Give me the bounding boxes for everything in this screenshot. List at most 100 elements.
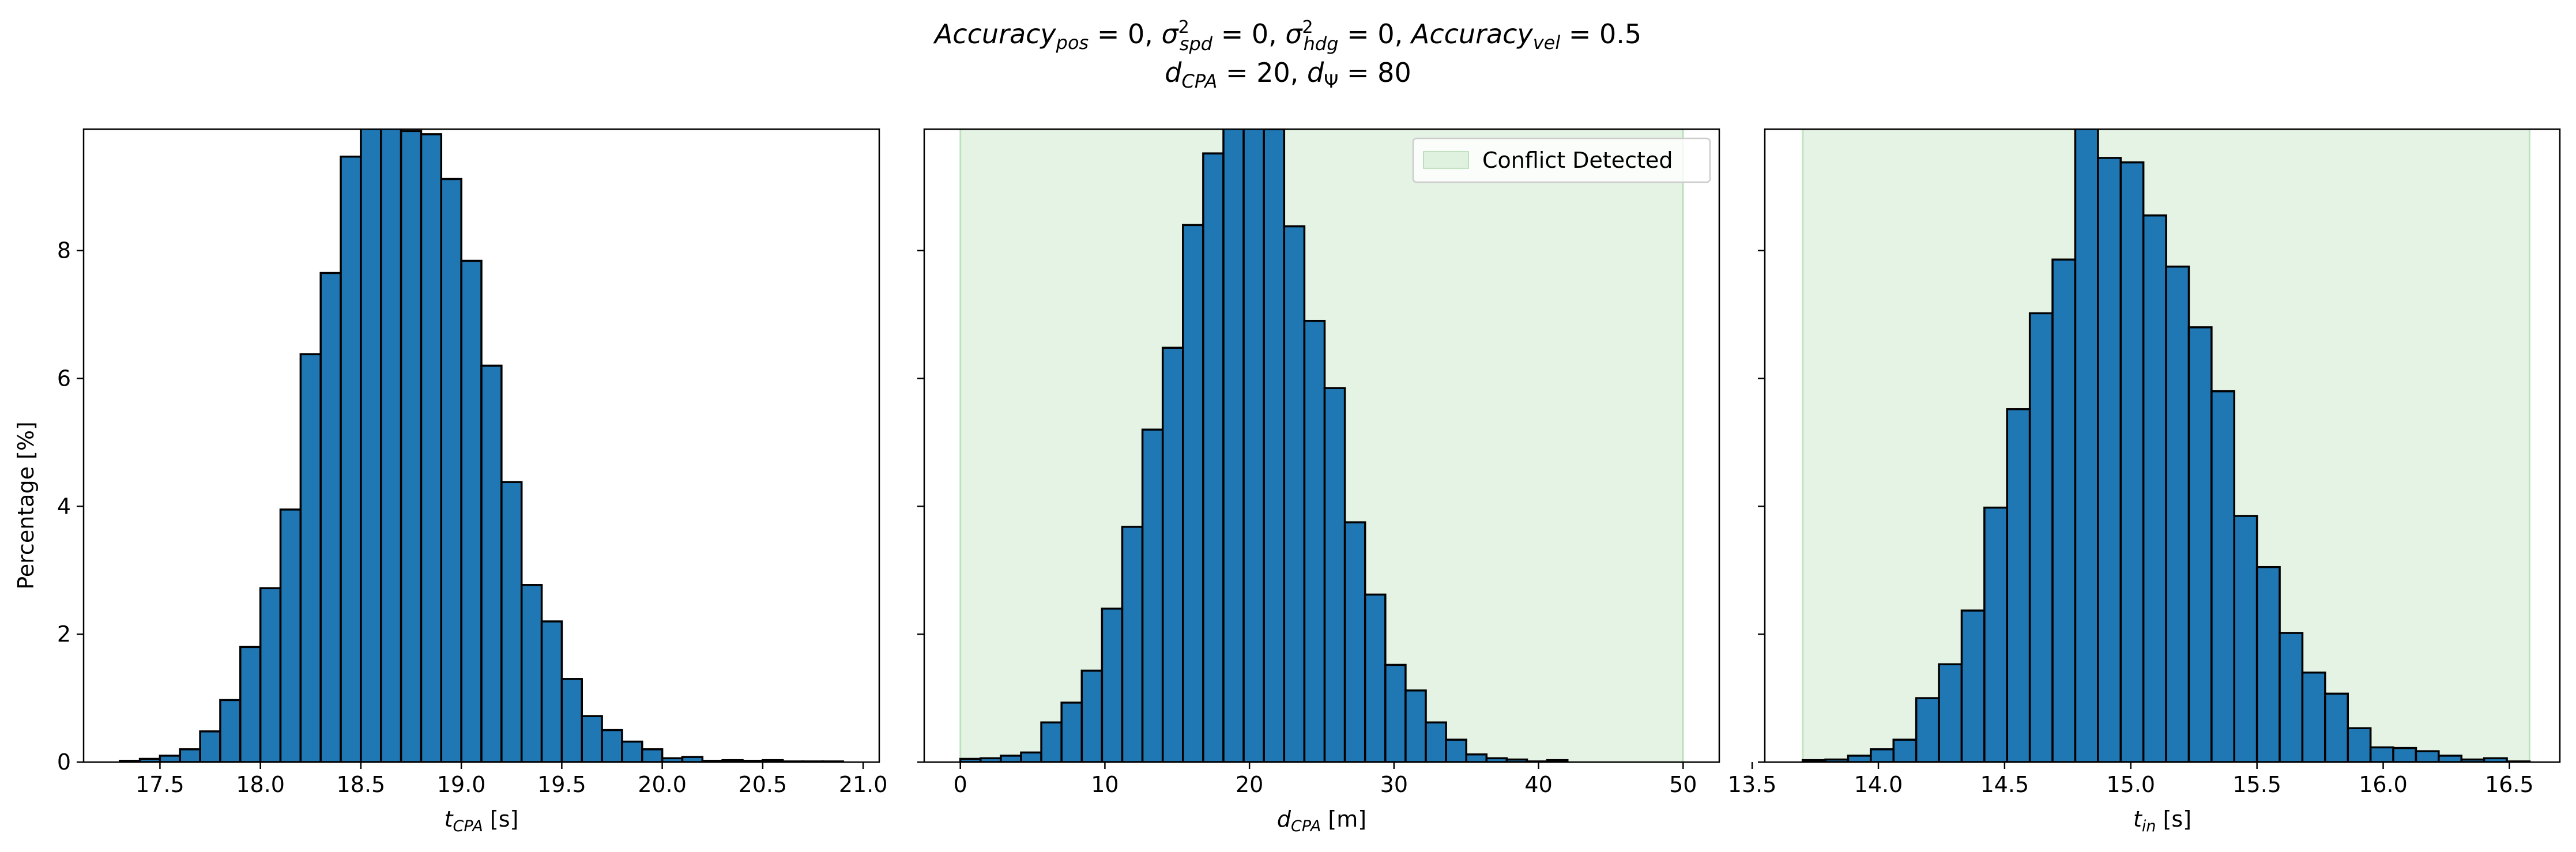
figure-title-line2: dCPA = 20, dΨ = 80 [1165,57,1411,92]
x-tick-label: 14.5 [1980,772,2029,797]
histogram-bar [380,129,402,762]
histogram-bar [1040,721,1063,762]
histogram-bar [560,678,583,762]
title-dpsi-sub: Ψ [1324,70,1338,92]
histogram-bar [179,748,201,762]
x-tick-label: 18.5 [337,772,386,797]
histogram-bar [1870,748,1895,762]
axes-frame-dcpa [923,128,1720,763]
histogram-bar [420,133,443,762]
x-tick-label: 30 [1380,772,1408,797]
histogram-bar [1404,689,1427,762]
histogram-bar [2210,390,2236,762]
y-tick-label: 4 [57,493,71,519]
histogram-bar [1141,428,1164,762]
x-tick-label: 20.0 [638,772,687,797]
histogram-bar [259,587,282,762]
histogram-bar [2438,755,2463,762]
histogram-bar [1101,608,1124,762]
title-spd-base: σ [1162,18,1180,50]
histogram-bar [500,481,523,762]
histogram-bar [2187,326,2213,762]
xlabel-tin-sub: in [2142,817,2156,835]
histogram-bar [2301,671,2326,762]
histogram-bar [621,740,643,762]
x-tick-label: 0 [954,772,967,797]
figure-title-line1: Accuracypos = 0, σ2 spd = 0, σ2 hdg = 0, A… [933,17,1641,55]
title-dcpa-sub: CPA [1181,70,1217,92]
x-tick-label: 20 [1236,772,1263,797]
histogram-bar [2255,566,2281,762]
title-hdg-base: σ [1285,18,1303,50]
y-tick-label: 2 [57,621,71,647]
plot-area-dcpa [959,129,1684,762]
histogram-bar [2369,746,2394,762]
histogram-bar [460,259,483,762]
histogram-bar [319,272,342,762]
title-hdg-sup: 2 [1302,17,1313,37]
histogram-bar [2324,692,2349,762]
histogram-bar [1546,759,1569,762]
histogram-bar [1960,609,1986,762]
histogram-bar [360,129,382,762]
title-spd-sup: 2 [1178,17,1189,37]
panel-dcpa: dCPA [m] 0 10 20 30 40 50 Conflict Detected [917,128,1720,835]
panel-tcpa: tCPA [s] 17.5 18.0 18.5 19.0 19.5 20.0 20.5 21.… [57,128,887,835]
title-dpsi-base: d [1307,57,1324,88]
histogram-bar [581,715,603,762]
histogram-bar [1465,753,1488,762]
xlabel-dcpa-sub: CPA [1291,817,1321,835]
histogram-bar [1892,738,1918,762]
histogram-bar [1303,319,1326,762]
histogram-bar [2028,312,2054,762]
histogram-bar [520,584,543,762]
histogram-bar [2415,750,2440,762]
histogram-bar [340,155,362,762]
histogram-bar [299,353,322,762]
histogram-bar [2051,258,2077,762]
histogram-bar [279,508,302,762]
y-tick-label: 0 [57,749,71,775]
histogram-bar [1182,224,1204,762]
x-axis-label-tin: tin [s] [2133,806,2191,835]
y-tick-label: 6 [57,366,71,391]
histogram-bar [1000,755,1022,762]
histogram-bar [1445,738,1467,762]
plot-area-tin [1801,129,2531,762]
legend-box [1412,137,1711,183]
histogram-bar [1121,526,1144,762]
title-dcpa-base: d [1165,57,1182,88]
title-acc-vel-val: = 0.5 [1560,18,1641,50]
histogram-bar [219,699,242,762]
histogram-bar [199,730,221,762]
x-tick-label: 17.5 [135,772,184,797]
histogram-bar [1364,593,1387,762]
histogram-bar [1983,506,2009,762]
histogram-bar [2097,157,2122,762]
histogram-bar [480,364,503,762]
histogram-bar [1323,387,1346,762]
xlabel-dcpa-base: d [1277,806,1291,832]
x-tick-label: 16.0 [2359,772,2408,797]
histogram-bar [540,620,563,762]
histogram-bar [2483,757,2508,762]
histogram-bar [400,130,423,762]
histogram-bar [1283,225,1306,762]
histogram-bar [1425,721,1447,762]
legend-label: Conflict Detected [1482,148,1673,173]
xlabel-tin-unit: [s] [2156,806,2192,832]
xlabel-tcpa-base: t [445,806,454,832]
x-tick-label: 19.0 [437,772,486,797]
x-tick-label: 16.5 [2485,772,2534,797]
histogram-bar [1222,129,1245,762]
y-tick-label: 8 [57,238,71,263]
panel-tin: tin [s] 13.5 14.0 14.5 15.0 15.5 16.0 16.5 [1728,128,2561,835]
histogram-bar [681,756,704,762]
title-hdg-sub: hdg [1304,33,1339,55]
histogram-bar [2119,161,2145,762]
title-acc-vel-base: Accuracy [1410,18,1534,50]
title-acc-pos-sub: pos [1056,32,1089,54]
histogram-bar [1938,663,1963,762]
histogram-bar [1847,755,1872,762]
histogram-bar [1343,521,1366,762]
